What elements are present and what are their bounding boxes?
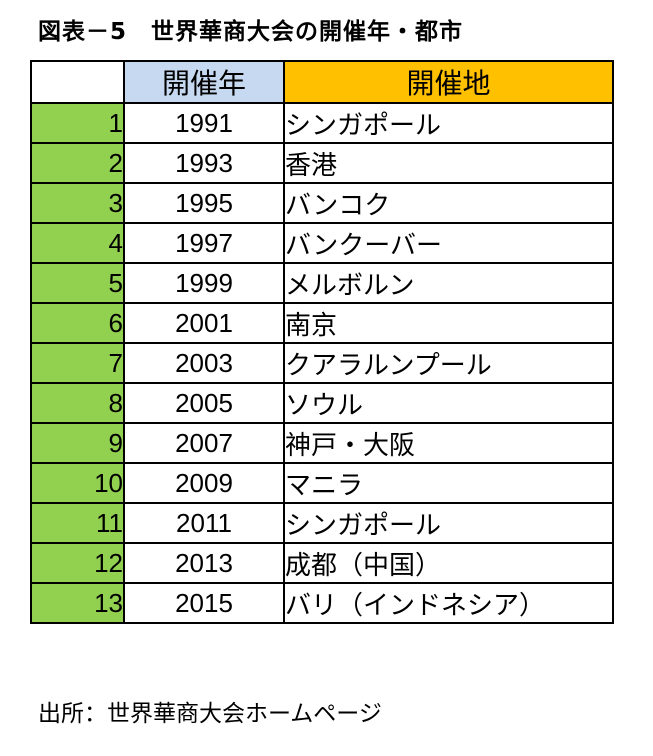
- table-row: 11 2011 シンガポール: [30, 502, 614, 544]
- table-row: 12 2013 成都（中国）: [30, 542, 614, 584]
- row-city: バリ（インドネシア）: [283, 582, 614, 624]
- row-city: ソウル: [283, 382, 614, 424]
- row-number: 6: [30, 302, 125, 344]
- row-number: 13: [30, 582, 125, 624]
- table-row: 1 1991 シンガポール: [30, 102, 614, 144]
- row-city: メルボルン: [283, 262, 614, 304]
- row-year: 1991: [123, 102, 285, 144]
- table-row: 9 2007 神戸・大阪: [30, 422, 614, 464]
- figure-title: 図表－5 世界華商大会の開催年・都市: [38, 19, 464, 45]
- row-number: 1: [30, 102, 125, 144]
- table-row: 8 2005 ソウル: [30, 382, 614, 424]
- row-number: 5: [30, 262, 125, 304]
- table-row: 13 2015 バリ（インドネシア）: [30, 582, 614, 624]
- row-year: 2013: [123, 542, 285, 584]
- row-number: 7: [30, 342, 125, 384]
- header-blank-cell: [30, 60, 125, 104]
- row-city: クアラルンプール: [283, 342, 614, 384]
- row-year: 1999: [123, 262, 285, 304]
- header-year: 開催年: [123, 60, 285, 104]
- row-number: 2: [30, 142, 125, 184]
- row-year: 2011: [123, 502, 285, 544]
- row-city: マニラ: [283, 462, 614, 504]
- row-city: シンガポール: [283, 102, 614, 144]
- row-number: 11: [30, 502, 125, 544]
- header-city: 開催地: [283, 60, 614, 104]
- venue-table: 開催年 開催地 1 1991 シンガポール 2 1993 香港 3 1995 バンコク 4 1997…: [30, 60, 614, 624]
- row-number: 12: [30, 542, 125, 584]
- row-year: 2009: [123, 462, 285, 504]
- row-number: 9: [30, 422, 125, 464]
- table-row: 6 2001 南京: [30, 302, 614, 344]
- table-row: 10 2009 マニラ: [30, 462, 614, 504]
- header-row: 開催年 開催地: [30, 60, 614, 104]
- row-city: 神戸・大阪: [283, 422, 614, 464]
- row-city: 香港: [283, 142, 614, 184]
- row-city: 成都（中国）: [283, 542, 614, 584]
- row-year: 2007: [123, 422, 285, 464]
- row-number: 3: [30, 182, 125, 224]
- table-row: 3 1995 バンコク: [30, 182, 614, 224]
- table-row: 7 2003 クアラルンプール: [30, 342, 614, 384]
- row-year: 2005: [123, 382, 285, 424]
- row-year: 1995: [123, 182, 285, 224]
- source-note: 出所：世界華商大会ホームページ: [38, 701, 382, 727]
- row-number: 10: [30, 462, 125, 504]
- row-year: 1997: [123, 222, 285, 264]
- row-number: 8: [30, 382, 125, 424]
- row-number: 4: [30, 222, 125, 264]
- row-city: バンコク: [283, 182, 614, 224]
- row-year: 1993: [123, 142, 285, 184]
- row-year: 2015: [123, 582, 285, 624]
- row-year: 2001: [123, 302, 285, 344]
- row-city: バンクーバー: [283, 222, 614, 264]
- table-body: 1 1991 シンガポール 2 1993 香港 3 1995 バンコク 4 1997 バンクーバー 5 1…: [30, 102, 614, 624]
- row-year: 2003: [123, 342, 285, 384]
- row-city: 南京: [283, 302, 614, 344]
- table-row: 5 1999 メルボルン: [30, 262, 614, 304]
- table-row: 4 1997 バンクーバー: [30, 222, 614, 264]
- table-row: 2 1993 香港: [30, 142, 614, 184]
- row-city: シンガポール: [283, 502, 614, 544]
